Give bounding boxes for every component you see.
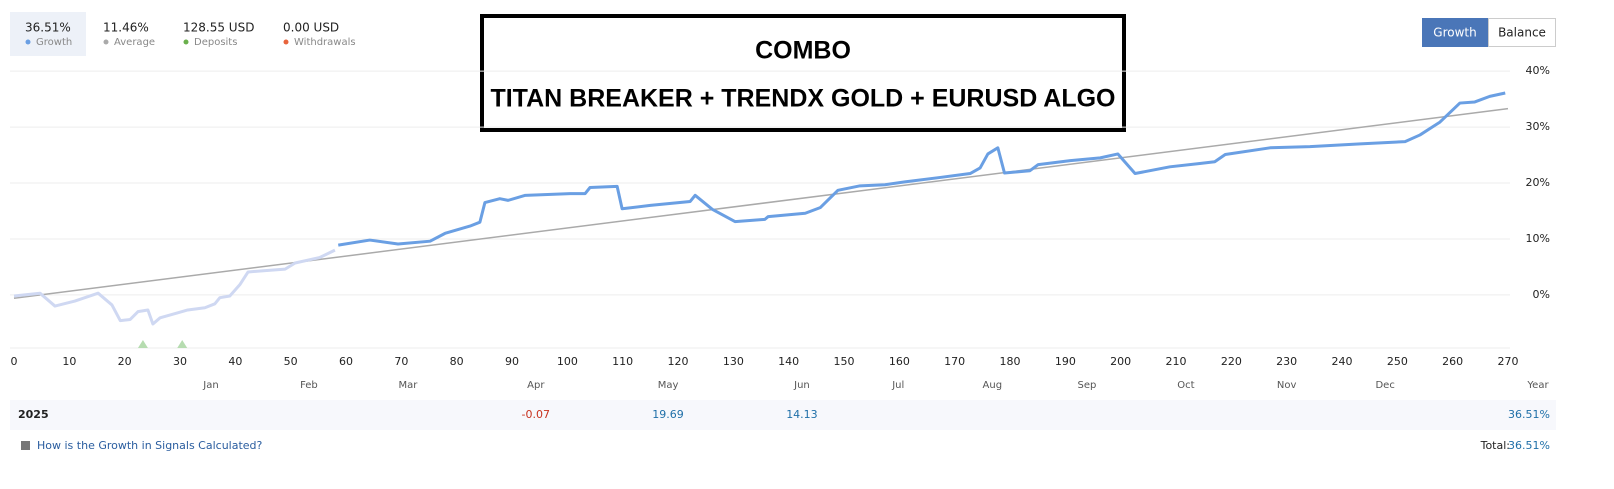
x-tick-label: 200 [1110, 355, 1131, 368]
month-label: Jul [891, 380, 904, 391]
month-label: Dec [1375, 380, 1394, 391]
month-label: Jan [202, 380, 218, 391]
x-tick-label: 100 [557, 355, 578, 368]
stat-label: Deposits [194, 37, 237, 48]
x-tick-label: 60 [339, 355, 353, 368]
growth-button[interactable] [1422, 18, 1488, 47]
year-label: 2025 [18, 408, 49, 421]
x-tick-label: 220 [1221, 355, 1242, 368]
x-tick-label: 260 [1442, 355, 1463, 368]
year-axis-label: Year [1526, 380, 1549, 391]
x-tick-label: 130 [723, 355, 744, 368]
stat-value: 128.55 USD [183, 21, 254, 35]
balance-button[interactable] [1488, 18, 1556, 47]
y-tick-label: 40% [1526, 64, 1550, 77]
year-row-bg [10, 400, 1556, 430]
month-label: Feb [300, 380, 318, 391]
stat-dot [25, 39, 31, 45]
month-label: Jun [793, 380, 810, 391]
stat-value: 0.00 USD [283, 21, 339, 35]
x-tick-label: 120 [668, 355, 689, 368]
x-tick-label: 40 [228, 355, 242, 368]
x-tick-label: 70 [394, 355, 408, 368]
stat-label: Withdrawals [294, 37, 356, 48]
year-cell: -0.07 [522, 408, 550, 421]
year-cell: 19.69 [652, 408, 684, 421]
stat-value: 36.51% [25, 21, 71, 35]
month-label: Apr [527, 380, 545, 391]
month-label: Sep [1077, 380, 1096, 391]
y-tick-label: 0% [1533, 288, 1550, 301]
year-cell: 14.13 [786, 408, 818, 421]
stat-dot [183, 39, 189, 45]
stat-dot [103, 39, 109, 45]
deposit-marker [137, 340, 148, 348]
stat-label: Growth [36, 37, 72, 48]
series-line [338, 91, 1506, 247]
x-tick-label: 190 [1055, 355, 1076, 368]
help-link[interactable]: How is the Growth in Signals Calculated? [37, 439, 263, 452]
series-line [13, 248, 336, 326]
x-tick-label: 250 [1387, 355, 1408, 368]
title-box [480, 14, 1126, 132]
x-tick-label: 160 [889, 355, 910, 368]
help-icon [21, 441, 30, 450]
month-label: Nov [1277, 380, 1297, 391]
x-tick-label: 140 [778, 355, 799, 368]
stat-value: 11.46% [103, 21, 149, 35]
x-tick-label: 110 [612, 355, 633, 368]
x-tick-label: 210 [1166, 355, 1187, 368]
x-tick-label: 30 [173, 355, 187, 368]
total-value: 36.51% [1508, 439, 1550, 452]
x-tick-label: 180 [1000, 355, 1021, 368]
button-label[interactable]: Balance [1498, 26, 1546, 40]
button-label[interactable]: Growth [1433, 26, 1476, 40]
x-tick-label: 80 [450, 355, 464, 368]
x-tick-label: 170 [944, 355, 965, 368]
x-tick-label: 270 [1498, 355, 1519, 368]
year-total: 36.51% [1508, 408, 1550, 421]
x-tick-label: 10 [62, 355, 76, 368]
month-label: Oct [1177, 380, 1194, 391]
y-tick-label: 30% [1526, 120, 1550, 133]
title-line: COMBO [755, 37, 851, 65]
stat-label: Average [114, 37, 155, 48]
x-tick-label: 90 [505, 355, 519, 368]
x-tick-label: 20 [118, 355, 132, 368]
title-line: TITAN BREAKER + TRENDX GOLD + EURUSD ALG… [490, 85, 1115, 113]
month-label: Aug [983, 380, 1003, 391]
x-tick-label: 50 [284, 355, 298, 368]
total-label: Total: [1480, 439, 1510, 452]
deposit-marker [177, 340, 188, 348]
y-tick-label: 20% [1526, 176, 1550, 189]
x-tick-label: 150 [834, 355, 855, 368]
y-tick-label: 10% [1526, 232, 1550, 245]
x-tick-label: 230 [1276, 355, 1297, 368]
x-tick-label: 240 [1332, 355, 1353, 368]
stat-dot [283, 39, 289, 45]
month-label: May [658, 380, 679, 391]
active-stat-bg [10, 12, 86, 56]
series-line [13, 107, 1509, 299]
month-label: Mar [399, 380, 419, 391]
x-tick-label: 0 [11, 355, 18, 368]
